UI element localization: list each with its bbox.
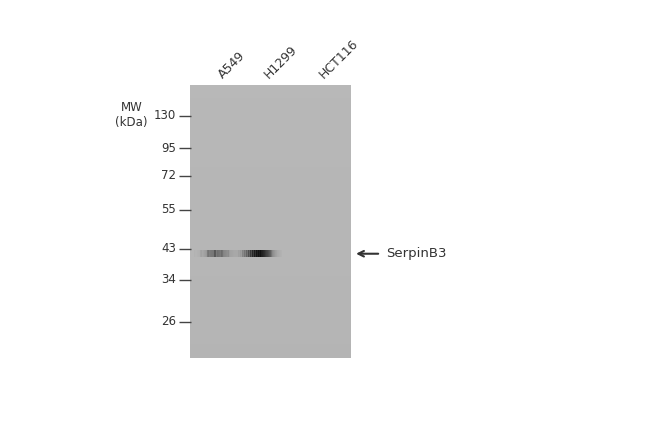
FancyBboxPatch shape	[239, 251, 240, 257]
Text: SerpinB3: SerpinB3	[386, 247, 447, 260]
Text: 43: 43	[161, 242, 176, 255]
FancyBboxPatch shape	[257, 251, 259, 257]
Text: HCT116: HCT116	[317, 37, 361, 81]
FancyBboxPatch shape	[215, 251, 216, 257]
Text: 95: 95	[161, 142, 176, 154]
FancyBboxPatch shape	[210, 251, 211, 257]
FancyBboxPatch shape	[214, 251, 215, 257]
FancyBboxPatch shape	[270, 251, 272, 257]
FancyBboxPatch shape	[222, 251, 224, 257]
FancyBboxPatch shape	[255, 251, 257, 257]
FancyBboxPatch shape	[247, 251, 249, 257]
FancyBboxPatch shape	[231, 251, 232, 257]
FancyBboxPatch shape	[234, 251, 235, 257]
FancyBboxPatch shape	[241, 251, 242, 257]
FancyBboxPatch shape	[257, 251, 258, 257]
Text: H1299: H1299	[261, 43, 300, 81]
FancyBboxPatch shape	[244, 251, 246, 257]
FancyBboxPatch shape	[224, 251, 225, 257]
Text: 34: 34	[161, 273, 176, 286]
FancyBboxPatch shape	[190, 85, 351, 358]
Text: 130: 130	[153, 109, 176, 122]
FancyBboxPatch shape	[211, 251, 213, 257]
FancyBboxPatch shape	[231, 251, 233, 257]
FancyBboxPatch shape	[268, 251, 270, 257]
Text: A549: A549	[216, 49, 248, 81]
FancyBboxPatch shape	[233, 251, 234, 257]
FancyBboxPatch shape	[212, 251, 213, 257]
FancyBboxPatch shape	[227, 251, 229, 257]
FancyBboxPatch shape	[250, 251, 251, 257]
FancyBboxPatch shape	[248, 251, 250, 257]
FancyBboxPatch shape	[229, 251, 230, 257]
FancyBboxPatch shape	[235, 251, 236, 257]
FancyBboxPatch shape	[226, 251, 228, 257]
FancyBboxPatch shape	[252, 251, 253, 257]
FancyBboxPatch shape	[218, 251, 220, 257]
FancyBboxPatch shape	[263, 251, 265, 257]
FancyBboxPatch shape	[220, 251, 222, 257]
FancyBboxPatch shape	[255, 251, 256, 257]
FancyBboxPatch shape	[226, 251, 227, 257]
FancyBboxPatch shape	[266, 251, 268, 257]
FancyBboxPatch shape	[237, 251, 239, 257]
FancyBboxPatch shape	[250, 251, 252, 257]
FancyBboxPatch shape	[217, 251, 218, 257]
FancyBboxPatch shape	[267, 251, 268, 257]
FancyBboxPatch shape	[243, 251, 244, 257]
FancyBboxPatch shape	[264, 251, 265, 257]
Text: 26: 26	[161, 316, 176, 328]
FancyBboxPatch shape	[259, 251, 260, 257]
FancyBboxPatch shape	[254, 251, 255, 257]
FancyBboxPatch shape	[265, 251, 266, 257]
FancyBboxPatch shape	[261, 251, 263, 257]
FancyBboxPatch shape	[221, 251, 223, 257]
Text: 55: 55	[161, 203, 176, 216]
FancyBboxPatch shape	[269, 251, 270, 257]
FancyBboxPatch shape	[262, 251, 263, 257]
Text: 72: 72	[161, 169, 176, 182]
FancyBboxPatch shape	[245, 251, 246, 257]
FancyBboxPatch shape	[238, 251, 239, 257]
FancyBboxPatch shape	[240, 251, 241, 257]
FancyBboxPatch shape	[242, 251, 244, 257]
FancyBboxPatch shape	[236, 251, 237, 257]
FancyBboxPatch shape	[216, 251, 218, 257]
FancyBboxPatch shape	[246, 251, 248, 257]
FancyBboxPatch shape	[224, 251, 226, 257]
FancyBboxPatch shape	[213, 251, 214, 257]
FancyBboxPatch shape	[229, 251, 231, 257]
FancyBboxPatch shape	[219, 251, 220, 257]
Text: MW
(kDa): MW (kDa)	[116, 101, 148, 129]
FancyBboxPatch shape	[260, 251, 261, 257]
FancyBboxPatch shape	[252, 251, 254, 257]
FancyBboxPatch shape	[209, 251, 210, 257]
